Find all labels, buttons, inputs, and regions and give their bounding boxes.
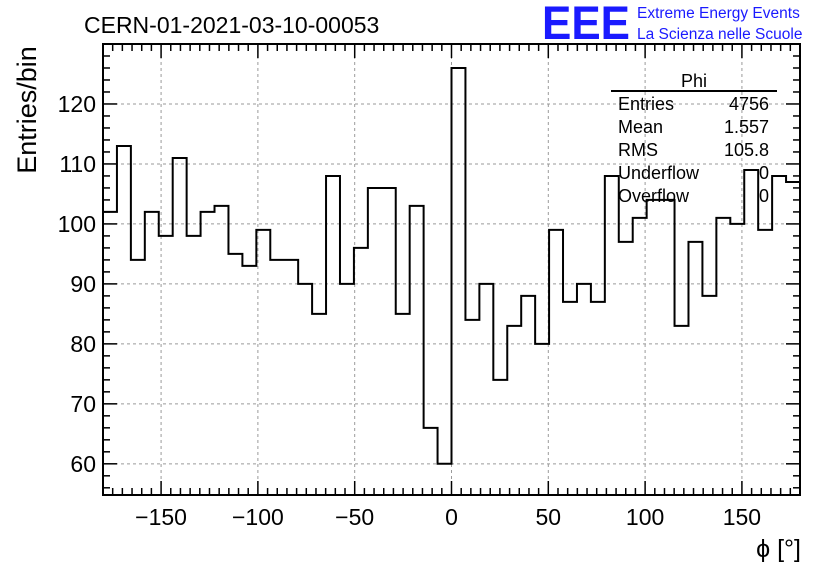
y-tick-label: 80	[70, 331, 96, 357]
axis-ticks	[103, 44, 800, 495]
stats-row-label: Entries	[618, 94, 674, 114]
stats-row-value: 4756	[729, 94, 769, 114]
x-axis-title: ϕ [°]	[756, 535, 801, 563]
y-tick-label: 100	[58, 211, 96, 237]
plot-frame	[102, 43, 801, 496]
stats-box: Phi Entries 4756 Mean 1.557 RMS 105.8 Underflo…	[611, 71, 777, 206]
x-tick-label: 0	[445, 504, 458, 530]
stats-row-value: 0	[759, 186, 769, 206]
x-tick-label: −50	[335, 504, 374, 530]
x-tick-label: −100	[232, 504, 284, 530]
stats-row-label: Overflow	[618, 186, 690, 206]
stats-row-value: 0	[759, 163, 769, 183]
stats-box-title: Phi	[681, 71, 707, 91]
stats-row-label: Underflow	[618, 163, 700, 183]
x-tick-label: 100	[626, 504, 664, 530]
project-name: Extreme Energy Events	[637, 5, 800, 22]
y-axis-title: Entries/bin	[12, 46, 42, 174]
histogram-outline	[103, 66, 800, 465]
y-tick-label: 120	[58, 91, 96, 117]
y-tick-label: 60	[70, 451, 96, 477]
stats-row-value: 1.557	[724, 117, 769, 137]
y-tick-label: 110	[59, 151, 96, 177]
run-title: CERN-01-2021-03-10-00053	[84, 12, 379, 38]
x-tick-label: −150	[135, 504, 187, 530]
project-subtitle: La Scienza nelle Scuole	[637, 26, 802, 43]
x-tick-labels: −150 −100 −50 0 50 100 150	[135, 504, 761, 530]
stats-row-label: RMS	[618, 140, 658, 160]
x-tick-label: 150	[723, 504, 761, 530]
stats-row-value: 105.8	[724, 140, 769, 160]
eee-logo: EEE	[542, 0, 630, 49]
y-tick-labels: 60 70 80 90 100 110 120	[58, 91, 96, 477]
x-tick-label: 50	[536, 504, 562, 530]
stats-row-label: Mean	[618, 117, 663, 137]
stats-box-rows: Entries 4756 Mean 1.557 RMS 105.8 Underflow 0 Ov…	[618, 94, 769, 206]
y-tick-label: 90	[70, 271, 96, 297]
y-tick-label: 70	[70, 391, 96, 417]
